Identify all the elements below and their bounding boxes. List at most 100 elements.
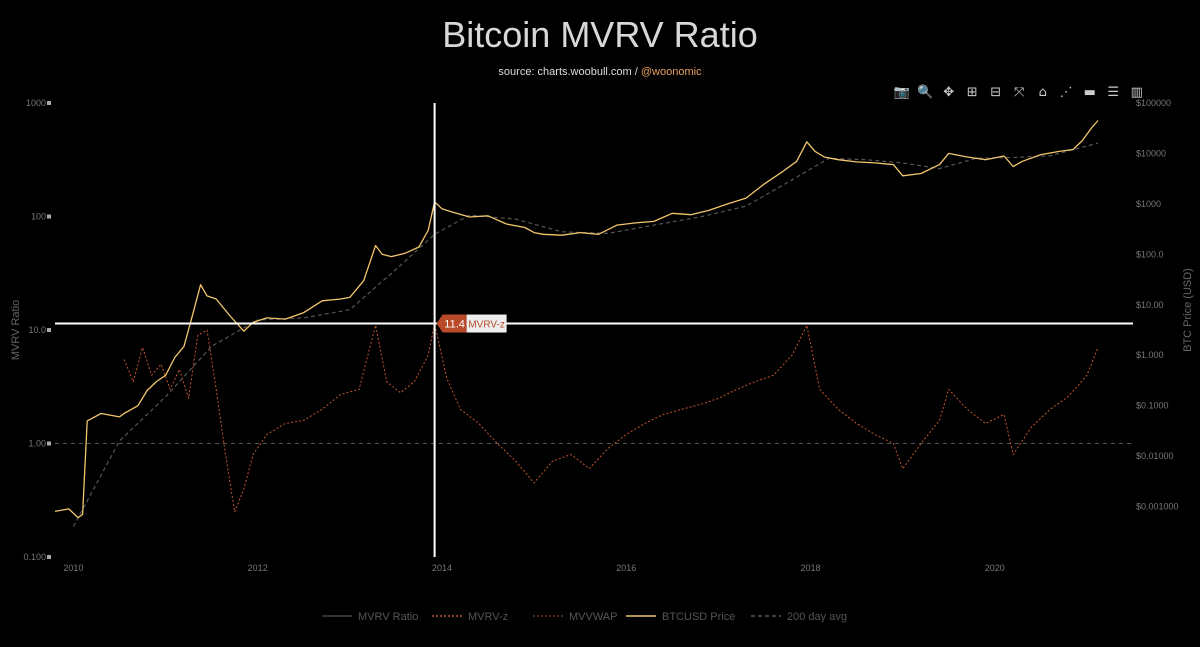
- avg-200-line[interactable]: [72, 142, 1099, 527]
- y-axis-title: MVRV Ratio: [10, 300, 22, 360]
- avg-200-line-point: [469, 214, 470, 215]
- home-icon[interactable]: ⌂: [1038, 84, 1047, 100]
- y2-tick-label: $100000: [1136, 98, 1171, 108]
- y2-tick-label: $100.0: [1136, 249, 1164, 259]
- price-line-point: [216, 298, 217, 299]
- price-line-point: [902, 175, 903, 176]
- mvrv-z-line-point: [478, 423, 479, 424]
- price-line-point: [824, 156, 825, 157]
- hover-label-box: [466, 314, 507, 333]
- price-line-point: [243, 331, 244, 332]
- avg-200-line-point: [211, 346, 212, 347]
- price-line-point: [193, 312, 194, 313]
- price-line-point: [1082, 140, 1083, 141]
- price-line-point: [893, 164, 894, 165]
- legend-item-label[interactable]: BTCUSD Price: [662, 611, 735, 623]
- y2-tick-label: $0.1000: [1136, 401, 1169, 411]
- price-line-point: [690, 214, 691, 215]
- mvrv-z-line-point: [124, 359, 125, 360]
- price-line-point: [363, 280, 364, 281]
- camera-icon[interactable]: 📷: [893, 84, 910, 100]
- mvrv-z-line-point: [515, 460, 516, 461]
- hover-label: MVRV-z: [468, 320, 505, 331]
- price-line-point: [616, 224, 617, 225]
- price-line-point: [229, 315, 230, 316]
- avg-200-line-point: [1097, 143, 1098, 144]
- mvrv-z-line-point: [939, 420, 940, 421]
- price-line-point: [1059, 151, 1060, 152]
- mvrv-z-line-point: [243, 488, 244, 489]
- price-line[interactable]: [54, 120, 1099, 519]
- y-tick-mark: [47, 441, 51, 446]
- avg-200-line-point: [939, 168, 940, 169]
- price-line-point: [534, 232, 535, 233]
- mvrv-z-line-point: [626, 434, 627, 435]
- mvrv-z-line-point: [663, 414, 664, 415]
- hover-compare-icon[interactable]: ☰: [1107, 84, 1120, 100]
- avg-200-line-point: [165, 396, 166, 397]
- zoom-icon[interactable]: 🔍: [917, 84, 934, 100]
- mvrv-z-line-point: [819, 389, 820, 390]
- mvrv-z-line-point: [428, 355, 429, 356]
- legend-item-label[interactable]: MVVWAP: [569, 611, 618, 623]
- spike-lines-icon[interactable]: ⋰: [1059, 84, 1073, 100]
- price-line-point: [635, 222, 636, 223]
- mvrv-z-line-point: [142, 347, 143, 348]
- avg-200-line-point: [119, 440, 120, 441]
- y-tick-label: 0.100: [23, 552, 46, 562]
- y2-tick-label: $1.000: [1136, 350, 1164, 360]
- mvrv-z-line-point: [446, 377, 447, 378]
- legend-item-label[interactable]: MVRV-z: [468, 611, 508, 623]
- avg-200-line-point: [791, 179, 792, 180]
- mvrv-z-line-point: [386, 381, 387, 382]
- price-line-point: [764, 183, 765, 184]
- legend-item-label[interactable]: MVRV Ratio: [358, 611, 418, 623]
- y2-tick-label: $10.00: [1136, 300, 1164, 310]
- price-line-point: [1097, 120, 1098, 121]
- x-tick-label: 2016: [616, 563, 636, 573]
- mvrv-z-line-point: [607, 448, 608, 449]
- mvrv-z-line-point: [340, 394, 341, 395]
- price-line-point: [340, 298, 341, 299]
- y-tick-mark: [47, 328, 51, 332]
- price-line-point: [1013, 166, 1014, 167]
- mvrv-z-line-point: [414, 381, 415, 382]
- x-tick-label: 2018: [801, 563, 821, 573]
- x-tick-label: 2010: [63, 563, 83, 573]
- pan-icon[interactable]: ✥: [943, 84, 955, 100]
- plotly-logo-icon[interactable]: ▥: [1130, 84, 1143, 100]
- autoscale-icon[interactable]: ⤧: [1014, 84, 1025, 100]
- avg-200-line-point: [865, 159, 866, 160]
- price-line-point: [487, 215, 488, 216]
- price-line-point: [580, 232, 581, 233]
- price-line-point: [147, 390, 148, 391]
- price-line-point: [68, 508, 69, 509]
- mvrv-z-line[interactable]: [123, 323, 1099, 513]
- zoom-in-icon[interactable]: ⊞: [966, 84, 978, 100]
- mvrv-z-line-point: [460, 409, 461, 410]
- mvrv-z-line-point: [1097, 347, 1098, 348]
- mvrv-z-line-point: [225, 454, 226, 455]
- hover-closest-icon[interactable]: ▬: [1083, 84, 1096, 100]
- price-line-point: [1040, 154, 1041, 155]
- legend-item-label[interactable]: 200 day avg: [787, 611, 847, 623]
- price-line-point: [506, 223, 507, 224]
- price-line-point: [381, 254, 382, 255]
- avg-200-line-point: [653, 224, 654, 225]
- mvrv-z-line-point: [948, 389, 949, 390]
- price-line-point: [322, 300, 323, 301]
- mvrv-z-line-point: [736, 389, 737, 390]
- zoom-out-icon[interactable]: ⊟: [990, 84, 1002, 100]
- mvrv-z-line-point: [681, 409, 682, 410]
- price-line-point: [598, 234, 599, 235]
- y-tick-label: 1.00: [28, 439, 46, 449]
- y2-tick-label: $1000: [1136, 199, 1161, 209]
- source-handle-link[interactable]: @woonomic: [640, 66, 702, 78]
- price-line-point: [206, 295, 207, 296]
- mvrv-z-line-point: [179, 369, 180, 370]
- y2-tick-label: $0.01000: [1136, 451, 1174, 461]
- y2-tick-label: $10000: [1136, 148, 1166, 158]
- price-line-point: [124, 413, 125, 414]
- mvrv-z-line-point: [206, 329, 207, 330]
